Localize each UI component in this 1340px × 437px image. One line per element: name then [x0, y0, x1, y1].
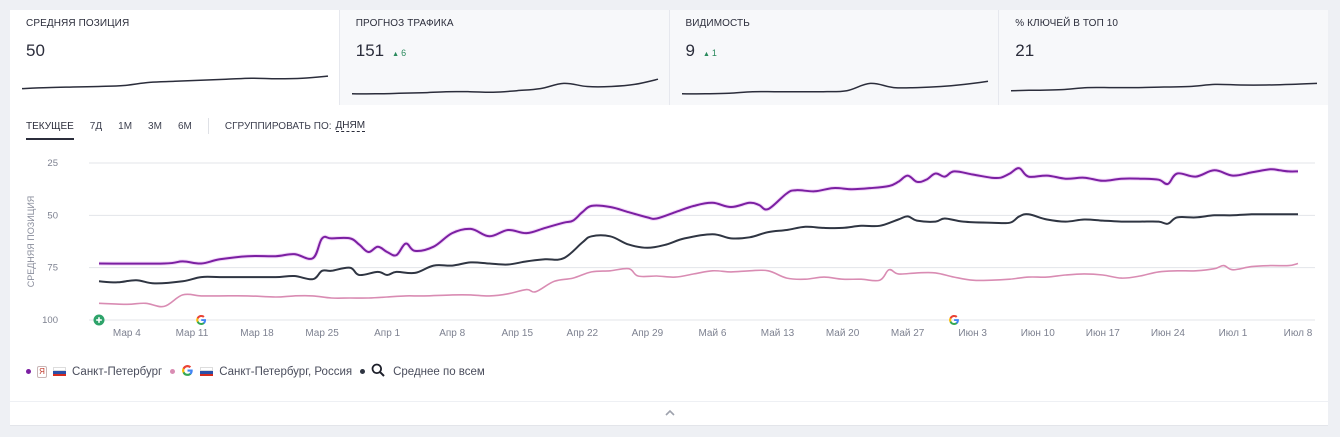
x-tick-label: Апр 1 [374, 328, 400, 339]
footer-divider [10, 401, 1328, 402]
legend-dot [360, 369, 366, 374]
metric-value: 151 [355, 41, 385, 60]
metric-delta: ▲ 1 [703, 48, 717, 58]
yandex-icon: Я [37, 365, 47, 378]
x-tick-label: Июл 8 [1284, 328, 1313, 339]
tab-3m[interactable]: 3М [148, 120, 162, 132]
legend-dot [170, 369, 176, 374]
legend-item-yandex[interactable]: Я Санкт-Петербург [26, 365, 163, 378]
metric-value: 21 [1015, 41, 1035, 60]
google-update-icon[interactable] [949, 314, 959, 325]
sparkline [351, 78, 658, 95]
position-chart: 25 50 75 100 СРЕДНЯЯ ПОЗИЦИЯ Мар 4 Мар 11 Мар 1… [26, 158, 1315, 339]
sparkline-path [1011, 82, 1318, 92]
metric-title: ПРОГНОЗ ТРАФИКА [355, 18, 454, 29]
group-by-dropdown[interactable]: ДНЯМ [335, 120, 366, 132]
group-by-label: СГРУППИРОВАТЬ ПО: [224, 120, 332, 132]
triangle-up-icon: ▲ [702, 51, 710, 58]
legend-dot [26, 369, 31, 374]
metric-delta: ▲ 6 [392, 48, 406, 58]
google-icon [181, 364, 194, 380]
legend-label: Санкт-Петербург, Россия [219, 365, 353, 378]
sparkline-path [681, 80, 988, 95]
tab-6m[interactable]: 6М [177, 120, 192, 132]
x-tick-label: Июн 10 [1021, 328, 1056, 339]
metric-title: ВИДИМОСТЬ [685, 18, 750, 29]
sparkline-path [21, 75, 329, 90]
metric-card-avg-position[interactable]: СРЕДНЯЯ ПОЗИЦИЯ 50 [10, 10, 340, 105]
period-toolbar: ТЕКУЩЕЕ 7Д 1М 3М 6М СГРУППИРОВАТЬ ПО: ДН… [26, 118, 366, 142]
x-tick-label: Июл 1 [1219, 328, 1248, 339]
add-annotation-icon[interactable] [93, 314, 105, 326]
chevron-up-icon [665, 409, 675, 416]
chart-legend: Я Санкт-Петербург Санкт-Петербург, Росси… [26, 363, 493, 380]
x-tick-label: Июн 3 [958, 328, 987, 339]
x-tick-label: Апр 22 [567, 328, 599, 339]
x-tick-label: Май 13 [761, 328, 795, 339]
tab-current[interactable]: ТЕКУЩЕЕ [26, 121, 74, 140]
series-line-google[interactable] [98, 262, 1299, 308]
metric-title: СРЕДНЯЯ ПОЗИЦИЯ [26, 18, 130, 29]
legend-label: Санкт-Петербург [72, 365, 163, 378]
x-tick-label: Апр 15 [501, 328, 533, 339]
metric-card-visibility[interactable]: ВИДИМОСТЬ 9 ▲ 1 [669, 10, 1000, 105]
chart-panel: 25 50 75 100 СРЕДНЯЯ ПОЗИЦИЯ Мар 4 Мар 11 Мар 1… [10, 105, 1328, 425]
sparkline [1011, 82, 1318, 92]
x-tick-label: Июн 24 [1151, 328, 1186, 339]
series-line-average[interactable] [98, 213, 1298, 285]
tab-7d[interactable]: 7Д [89, 120, 103, 132]
metric-delta-value: 1 [711, 48, 717, 58]
x-tick-label: Мар 4 [113, 328, 141, 339]
x-tick-label: Май 27 [891, 328, 925, 339]
series-line-yandex[interactable] [98, 167, 1299, 265]
metric-cards: СРЕДНЯЯ ПОЗИЦИЯ 50 ПРОГНОЗ ТРАФИКА 151 ▲… [10, 10, 1328, 105]
panel-edge [10, 425, 1328, 426]
toolbar-divider [207, 118, 209, 134]
russia-flag-icon [53, 367, 66, 376]
x-tick-label: Мар 11 [176, 328, 209, 339]
metric-card-traffic-forecast[interactable]: ПРОГНОЗ ТРАФИКА 151 ▲ 6 [339, 10, 670, 105]
x-tick-label: Июн 17 [1086, 328, 1121, 339]
legend-item-google[interactable]: Санкт-Петербург, Россия [170, 364, 352, 380]
metric-value: 50 [26, 41, 45, 60]
tab-1m[interactable]: 1М [118, 120, 133, 132]
x-tick-label: Мар 18 [240, 328, 274, 339]
y-axis-label: СРЕДНЯЯ ПОЗИЦИЯ [26, 196, 36, 288]
metric-card-top10-keys[interactable]: % КЛЮЧЕЙ В ТОП 10 21 [999, 10, 1328, 105]
russia-flag-icon [200, 367, 214, 376]
y-tick-label: 75 [47, 263, 58, 274]
triangle-up-icon: ▲ [392, 51, 400, 58]
y-tick-label: 100 [42, 315, 58, 326]
legend-item-average[interactable]: Среднее по всем [360, 363, 485, 380]
metric-value: 9 [685, 41, 695, 60]
x-tick-label: Апр 8 [439, 328, 465, 339]
sparkline-path [351, 78, 658, 95]
x-tick-label: Апр 29 [632, 328, 664, 339]
x-tick-label: Май 20 [826, 328, 860, 339]
sparkline [21, 75, 329, 90]
metric-delta-value: 6 [401, 48, 407, 58]
y-tick-label: 25 [47, 158, 58, 169]
search-icon [371, 363, 385, 380]
y-tick-label: 50 [47, 210, 58, 221]
x-tick-label: Май 6 [698, 328, 726, 339]
legend-label: Среднее по всем [393, 365, 485, 378]
google-update-icon[interactable] [196, 314, 207, 325]
x-tick-label: Мар 25 [305, 328, 339, 339]
sparkline [681, 80, 988, 95]
collapse-button[interactable] [660, 405, 680, 421]
metric-title: % КЛЮЧЕЙ В ТОП 10 [1015, 18, 1119, 29]
series-glow [98, 166, 1299, 266]
